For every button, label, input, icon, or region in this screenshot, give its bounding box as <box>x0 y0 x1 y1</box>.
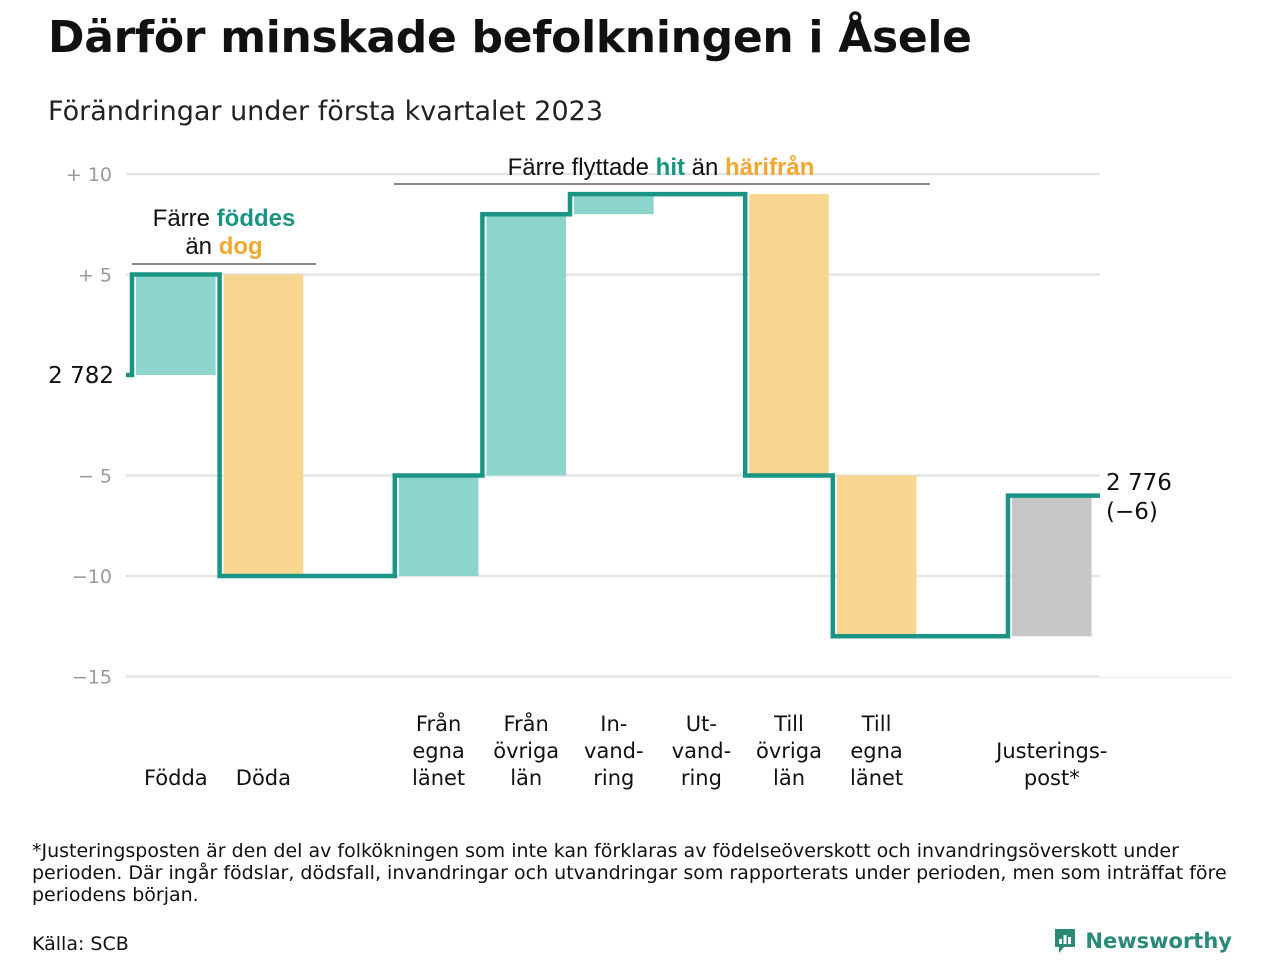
waterfall-bar <box>836 475 917 637</box>
category-labels: Födda Döda Från egna länet Från övriga län In-va… <box>144 711 1107 790</box>
waterfall-chart: + 10 + 5 − 5 −10 −15 Färre föddes än dog Fär… <box>48 154 1232 790</box>
chart-title: Därför minskade befolkningen i Åsele <box>48 12 972 63</box>
category-label: Till <box>861 712 892 736</box>
category-label: län <box>773 766 805 790</box>
footnote: *Justeringsposten är den del av folkökni… <box>32 840 1227 906</box>
category-label: ring <box>593 766 634 790</box>
category-label: ring <box>681 766 722 790</box>
y-tick-label: −15 <box>72 667 112 689</box>
y-tick-label: −10 <box>72 566 112 588</box>
births-highlight: föddes <box>217 205 296 232</box>
category-label: Till <box>773 712 804 736</box>
category-label: post* <box>1024 766 1080 790</box>
source: Källa: SCB <box>32 933 129 955</box>
category-label: Justerings- <box>994 739 1107 763</box>
y-tick-label: + 5 <box>78 265 112 287</box>
y-tick-label: + 10 <box>66 164 112 186</box>
brand: Newsworthy <box>1053 928 1232 954</box>
category-label: övriga <box>756 739 822 763</box>
waterfall-bar <box>223 274 304 576</box>
end-value-label: 2 776 <box>1106 470 1172 496</box>
bar-chart-logo-icon <box>1055 929 1076 953</box>
category-label: vand- <box>584 739 644 763</box>
deaths-highlight: dog <box>219 233 263 260</box>
chart-subtitle: Förändringar under första kvartalet 2023 <box>48 96 604 127</box>
category-label: In- <box>600 712 627 736</box>
births-annotation-line2: än dog <box>185 233 262 260</box>
waterfall-bar <box>574 194 654 215</box>
category-label: Från <box>416 711 461 736</box>
harifran-highlight: härifrån <box>725 154 814 181</box>
category-label: Ut- <box>686 712 717 736</box>
cumulative-step-line <box>126 191 1100 639</box>
category-label: Döda <box>236 766 291 790</box>
category-label: Födda <box>144 766 208 790</box>
category-label: egna <box>850 739 902 763</box>
waterfall-bar <box>1012 495 1092 637</box>
annotations: Färre föddes än dog Färre flyttade hit ä… <box>132 154 930 265</box>
cumulative-line <box>126 191 1100 639</box>
category-label: länet <box>412 766 465 790</box>
migration-annotation: Färre flyttade hit än härifrån <box>508 154 815 181</box>
births-annotation-line1: Färre föddes <box>153 205 296 232</box>
category-label: övriga <box>493 739 559 763</box>
y-tick-label: − 5 <box>78 466 112 488</box>
brand-name: Newsworthy <box>1085 929 1232 953</box>
waterfall-bar <box>749 194 829 476</box>
bars <box>136 194 1092 637</box>
start-value-label: 2 782 <box>48 363 114 389</box>
category-label: egna <box>412 739 464 763</box>
end-change-label: (−6) <box>1106 499 1158 525</box>
y-axis-ticks: + 10 + 5 − 5 −10 −15 <box>66 164 112 689</box>
category-label: länet <box>850 766 903 790</box>
waterfall-bar <box>398 475 479 576</box>
category-label: län <box>510 766 542 790</box>
waterfall-bar <box>136 274 216 375</box>
category-label: vand- <box>672 739 732 763</box>
hit-highlight: hit <box>656 154 685 181</box>
waterfall-bar <box>486 214 566 476</box>
category-label: Från <box>504 711 549 736</box>
